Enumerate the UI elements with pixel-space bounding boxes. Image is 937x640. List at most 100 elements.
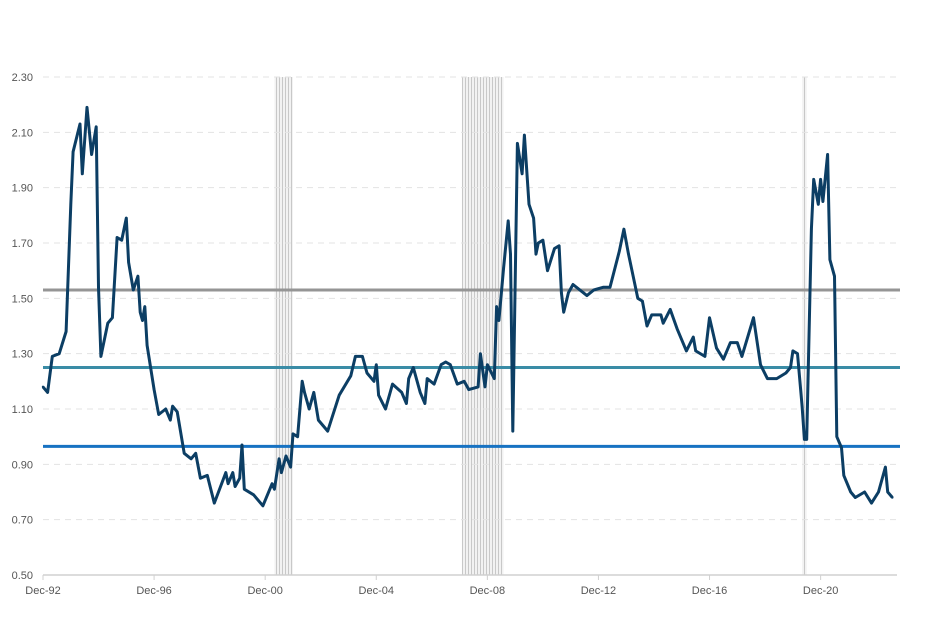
data-point: [182, 452, 186, 455]
data-point: [877, 490, 880, 494]
data-point: [139, 310, 142, 314]
data-point: [796, 352, 799, 355]
data-point: [449, 363, 452, 366]
data-point: [483, 385, 487, 389]
data-point: [384, 407, 387, 411]
data-point: [863, 490, 866, 494]
data-point: [400, 391, 403, 394]
data-point: [849, 490, 852, 494]
data-point: [240, 443, 244, 447]
data-point: [252, 493, 255, 496]
data-point: [560, 291, 563, 294]
data-point: [675, 327, 679, 330]
data-point: [41, 385, 45, 389]
data-point: [303, 391, 306, 394]
data-point: [81, 172, 84, 176]
data-point: [97, 286, 100, 289]
data-point: [627, 252, 630, 256]
y-tick-label: 2.30: [12, 72, 33, 84]
data-point: [199, 476, 202, 480]
data-point: [85, 106, 89, 109]
data-point: [463, 380, 466, 383]
data-point: [69, 203, 72, 206]
data-point: [692, 335, 695, 339]
y-tick-label: 1.50: [12, 293, 33, 305]
x-tick-label: Dec-96: [136, 585, 171, 597]
data-point: [884, 465, 887, 469]
data-point: [99, 355, 103, 358]
data-point: [736, 341, 739, 344]
y-tick-label: 1.70: [12, 238, 33, 250]
data-point: [828, 258, 832, 261]
data-point: [375, 363, 378, 366]
data-point: [622, 227, 626, 231]
data-point: [668, 308, 672, 311]
data-point: [233, 485, 237, 488]
data-point: [273, 488, 276, 491]
data-point: [854, 496, 857, 499]
data-point: [685, 349, 688, 353]
data-point: [891, 496, 894, 499]
data-point: [703, 355, 707, 358]
data-point: [840, 446, 843, 449]
data-point: [132, 288, 135, 292]
data-point: [476, 385, 480, 389]
data-point: [136, 275, 140, 278]
data-point: [171, 405, 174, 408]
data-point: [502, 266, 505, 270]
data-point: [226, 482, 230, 485]
data-point: [511, 429, 515, 433]
data-point: [291, 432, 295, 436]
x-tick-label: Dec-20: [803, 585, 838, 597]
data-point: [534, 252, 538, 256]
data-point: [553, 247, 556, 250]
data-point: [377, 393, 380, 397]
data-point: [111, 316, 114, 319]
x-tick-label: Dec-92: [25, 585, 60, 597]
data-point: [365, 371, 369, 375]
data-point: [407, 377, 410, 380]
data-point: [479, 352, 482, 355]
data-point: [307, 407, 311, 411]
data-point: [231, 471, 234, 474]
data-point: [270, 482, 274, 485]
series-line: [41, 105, 894, 508]
data-point: [662, 322, 665, 325]
data-point: [766, 377, 769, 380]
data-point: [224, 471, 228, 474]
y-tick-label: 1.90: [12, 183, 33, 195]
data-point: [486, 363, 489, 366]
data-point: [194, 452, 197, 455]
x-tick-label: Dec-08: [470, 585, 505, 597]
data-point: [261, 504, 265, 508]
data-point: [752, 316, 755, 319]
data-point: [715, 346, 718, 350]
data-point: [509, 252, 512, 256]
data-point: [800, 405, 804, 408]
x-tick-label: Dec-16: [692, 585, 727, 597]
data-point: [516, 142, 519, 145]
data-point: [456, 382, 459, 386]
data-point: [527, 203, 531, 206]
recession-shading: [274, 77, 293, 575]
data-point: [805, 438, 808, 441]
data-point: [120, 239, 123, 242]
data-point: [301, 380, 304, 383]
data-point: [833, 275, 836, 278]
data-point: [412, 366, 415, 369]
data-point: [243, 488, 246, 491]
data-point: [645, 324, 649, 328]
y-tick-label: 0.50: [12, 570, 33, 582]
data-point: [145, 344, 149, 347]
y-tick-label: 1.10: [12, 404, 33, 416]
data-point: [636, 297, 639, 300]
data-point: [127, 261, 130, 264]
y-tick-label: 1.30: [12, 349, 33, 361]
data-point: [391, 382, 394, 386]
data-point: [125, 216, 128, 220]
data-point: [659, 313, 663, 317]
data-point: [791, 349, 795, 353]
data-point: [289, 465, 292, 469]
data-point: [439, 363, 443, 366]
data-point: [567, 291, 570, 294]
